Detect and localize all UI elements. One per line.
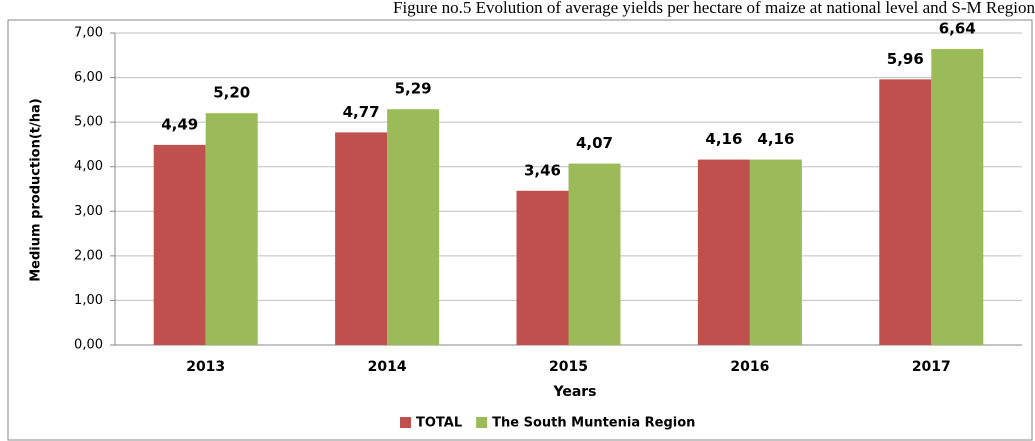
x-tick-label: 2016: [730, 359, 769, 375]
y-tick-label: 4,00: [74, 159, 103, 174]
x-tick-label: 2014: [368, 359, 407, 375]
data-label: 5,29: [395, 80, 432, 98]
bar: [387, 109, 440, 346]
data-label: 3,46: [524, 161, 561, 179]
bar: [153, 144, 206, 345]
y-tick-label: 3,00: [74, 204, 103, 219]
bar: [205, 113, 258, 345]
y-tick-label: 0,00: [74, 338, 103, 353]
legend-swatch: [400, 417, 411, 428]
y-axis-title: Medium production(t/ha): [29, 98, 44, 282]
bar: [879, 79, 932, 346]
y-tick-label: 7,00: [74, 26, 103, 41]
y-tick-label: 2,00: [74, 248, 103, 263]
data-label: 4,07: [576, 134, 613, 152]
x-axis-title: Years: [552, 384, 596, 400]
y-tick-label: 1,00: [74, 293, 103, 308]
data-label: 5,20: [213, 84, 250, 102]
bar: [335, 132, 388, 345]
bar: [516, 190, 569, 345]
legend-label: TOTAL: [416, 416, 462, 431]
legend-label: The South Muntenia Region: [492, 416, 695, 431]
bar: [749, 159, 802, 345]
data-label: 4,77: [343, 103, 380, 121]
data-label: 6,64: [939, 20, 976, 38]
data-label: 4,49: [161, 115, 198, 133]
bar: [931, 49, 984, 345]
legend-swatch: [476, 417, 488, 428]
x-tick-label: 2017: [912, 359, 951, 375]
bar: [568, 163, 621, 345]
x-tick-label: 2015: [549, 359, 588, 375]
data-label: 5,96: [887, 50, 924, 68]
bar: [697, 159, 750, 345]
data-label: 4,16: [705, 130, 742, 148]
y-tick-label: 6,00: [74, 70, 103, 85]
x-tick-label: 2013: [186, 359, 225, 375]
chart-title: Figure no.5 Evolution of average yields …: [393, 0, 1035, 17]
y-tick-label: 5,00: [74, 115, 103, 130]
data-label: 4,16: [757, 130, 794, 148]
